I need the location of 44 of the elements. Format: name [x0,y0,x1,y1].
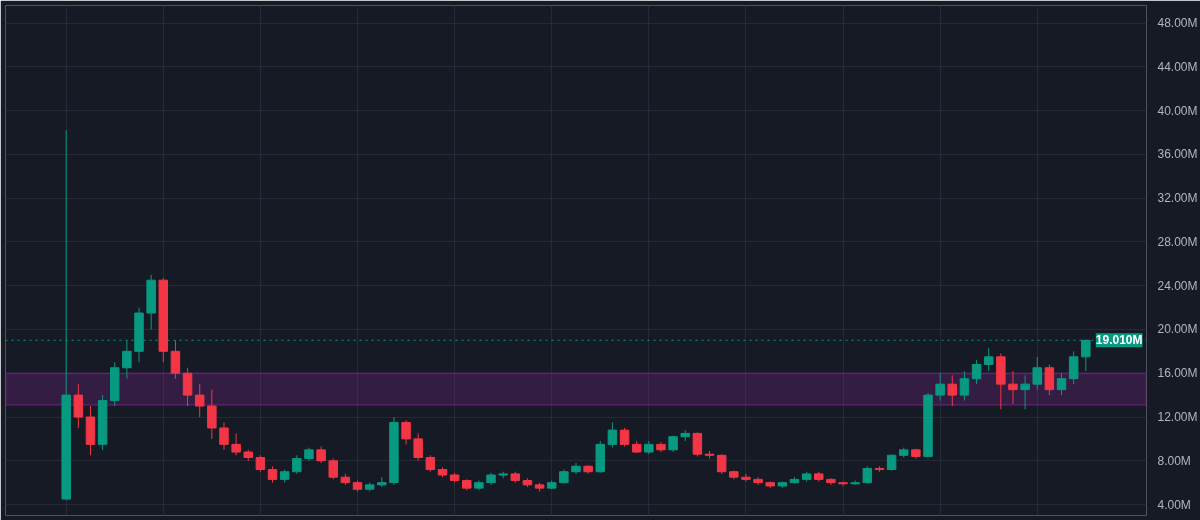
y-tick-label: 32.00M [1157,191,1198,206]
candlestick [971,359,982,385]
candlestick [935,372,945,402]
candlestick [231,432,241,456]
y-tick-label: 48.00M [1157,16,1198,31]
candlestick [182,367,193,407]
candlestick [692,431,703,457]
candlestick [716,453,727,475]
y-tick-label: 36.00M [1157,147,1198,162]
y-tick-label: 4.00M [1157,497,1191,512]
candlestick [959,370,970,402]
y-tick-label: 8.00M [1157,453,1191,468]
candlestick [607,421,618,449]
candlestick [401,419,411,445]
candlestick [328,458,338,480]
candlestick [947,374,958,407]
ref-line-label: 19.010M [1095,333,1143,348]
candlestick [619,427,630,448]
y-tick-label: 20.00M [1157,322,1198,337]
candlestick [983,347,994,372]
candlestick [207,389,217,440]
candlestick [219,421,229,451]
y-tick-label: 12.00M [1157,410,1198,424]
candlestick [1020,374,1030,410]
y-tick-label: 44.00M [1157,59,1198,74]
candlestick [170,339,181,380]
candlestick [753,476,763,486]
candlestick [1032,356,1042,391]
candlestick [1008,370,1018,405]
candlestick [1068,350,1079,385]
y-tick-label: 40.00M [1157,103,1198,118]
candlestick [122,339,132,380]
y-tick-label: 24.00M [1157,278,1198,293]
candlestick [292,454,302,475]
candlestick [1044,363,1055,396]
candlestick [413,432,423,462]
candlestick [73,383,84,429]
candlestick [194,383,205,418]
candlestick [741,473,751,483]
candlestick [1056,372,1067,396]
y-tick-label: 16.00M [1157,366,1198,381]
y-tick-label: 28.00M [1157,234,1198,249]
candlestick [838,481,848,487]
candlestick [571,462,581,475]
